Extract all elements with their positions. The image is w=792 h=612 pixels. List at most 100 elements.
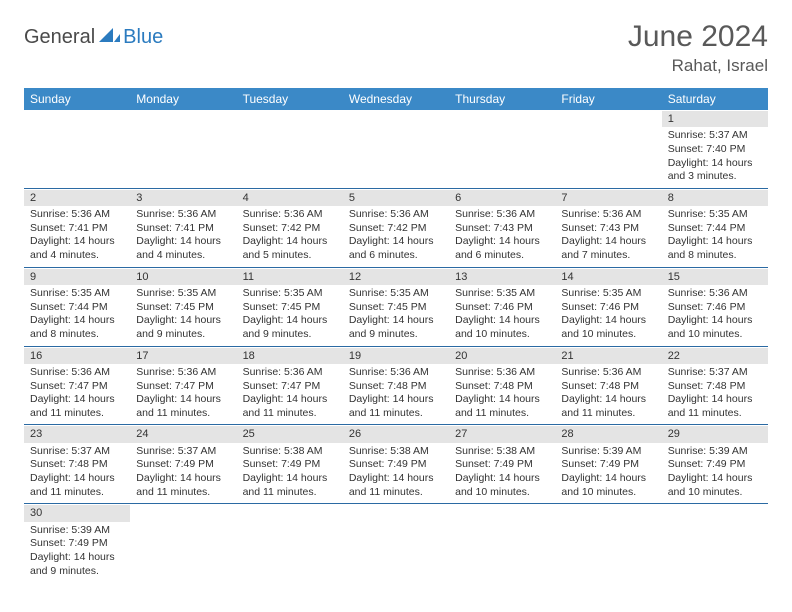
day-content: Sunrise: 5:39 AMSunset: 7:49 PMDaylight:…: [662, 443, 768, 504]
calendar-cell: [130, 110, 236, 188]
day-content: Sunrise: 5:36 AMSunset: 7:47 PMDaylight:…: [237, 364, 343, 425]
sunrise-line: Sunrise: 5:36 AM: [136, 366, 230, 380]
sunrise-line: Sunrise: 5:36 AM: [30, 366, 124, 380]
sunset-line: Sunset: 7:49 PM: [668, 458, 762, 472]
day-content: Sunrise: 5:39 AMSunset: 7:49 PMDaylight:…: [24, 522, 130, 583]
calendar-row: 23Sunrise: 5:37 AMSunset: 7:48 PMDayligh…: [24, 425, 768, 504]
day-number: 12: [343, 268, 449, 285]
calendar-cell: 29Sunrise: 5:39 AMSunset: 7:49 PMDayligh…: [662, 425, 768, 504]
calendar-cell: 14Sunrise: 5:35 AMSunset: 7:46 PMDayligh…: [555, 267, 661, 346]
weekday-header: Wednesday: [343, 88, 449, 110]
weekday-header: Thursday: [449, 88, 555, 110]
sunset-line: Sunset: 7:42 PM: [243, 222, 337, 236]
sunrise-line: Sunrise: 5:36 AM: [455, 366, 549, 380]
calendar-cell: 1Sunrise: 5:37 AMSunset: 7:40 PMDaylight…: [662, 110, 768, 188]
daylight-line: Daylight: 14 hours and 11 minutes.: [668, 393, 762, 420]
sunset-line: Sunset: 7:48 PM: [455, 380, 549, 394]
sunset-line: Sunset: 7:41 PM: [136, 222, 230, 236]
day-number: 6: [449, 189, 555, 206]
day-content: Sunrise: 5:39 AMSunset: 7:49 PMDaylight:…: [555, 443, 661, 504]
sunset-line: Sunset: 7:45 PM: [136, 301, 230, 315]
daylight-line: Daylight: 14 hours and 9 minutes.: [349, 314, 443, 341]
daylight-line: Daylight: 14 hours and 9 minutes.: [30, 551, 124, 578]
day-number: 13: [449, 268, 555, 285]
day-number: 23: [24, 425, 130, 442]
location: Rahat, Israel: [628, 56, 768, 76]
day-content: Sunrise: 5:36 AMSunset: 7:43 PMDaylight:…: [449, 206, 555, 267]
day-number: 25: [237, 425, 343, 442]
daylight-line: Daylight: 14 hours and 10 minutes.: [561, 314, 655, 341]
sunset-line: Sunset: 7:46 PM: [455, 301, 549, 315]
sunrise-line: Sunrise: 5:35 AM: [243, 287, 337, 301]
day-content: Sunrise: 5:35 AMSunset: 7:45 PMDaylight:…: [343, 285, 449, 346]
daylight-line: Daylight: 14 hours and 3 minutes.: [668, 157, 762, 184]
calendar-cell: 4Sunrise: 5:36 AMSunset: 7:42 PMDaylight…: [237, 188, 343, 267]
day-content: Sunrise: 5:37 AMSunset: 7:49 PMDaylight:…: [130, 443, 236, 504]
day-number: 2: [24, 189, 130, 206]
sunrise-line: Sunrise: 5:36 AM: [455, 208, 549, 222]
sunrise-line: Sunrise: 5:38 AM: [243, 445, 337, 459]
daylight-line: Daylight: 14 hours and 11 minutes.: [243, 393, 337, 420]
calendar-cell: 13Sunrise: 5:35 AMSunset: 7:46 PMDayligh…: [449, 267, 555, 346]
sunset-line: Sunset: 7:48 PM: [668, 380, 762, 394]
calendar-cell: 25Sunrise: 5:38 AMSunset: 7:49 PMDayligh…: [237, 425, 343, 504]
sunset-line: Sunset: 7:42 PM: [349, 222, 443, 236]
calendar-cell: 23Sunrise: 5:37 AMSunset: 7:48 PMDayligh…: [24, 425, 130, 504]
weekday-header: Saturday: [662, 88, 768, 110]
sunset-line: Sunset: 7:43 PM: [561, 222, 655, 236]
day-content: Sunrise: 5:36 AMSunset: 7:42 PMDaylight:…: [237, 206, 343, 267]
daylight-line: Daylight: 14 hours and 4 minutes.: [136, 235, 230, 262]
sunrise-line: Sunrise: 5:36 AM: [136, 208, 230, 222]
sunset-line: Sunset: 7:44 PM: [668, 222, 762, 236]
daylight-line: Daylight: 14 hours and 8 minutes.: [668, 235, 762, 262]
sunrise-line: Sunrise: 5:36 AM: [561, 208, 655, 222]
calendar-cell: 18Sunrise: 5:36 AMSunset: 7:47 PMDayligh…: [237, 346, 343, 425]
sunset-line: Sunset: 7:48 PM: [561, 380, 655, 394]
daylight-line: Daylight: 14 hours and 11 minutes.: [243, 472, 337, 499]
sunset-line: Sunset: 7:47 PM: [136, 380, 230, 394]
day-content: Sunrise: 5:36 AMSunset: 7:48 PMDaylight:…: [555, 364, 661, 425]
calendar-cell: 27Sunrise: 5:38 AMSunset: 7:49 PMDayligh…: [449, 425, 555, 504]
day-content: Sunrise: 5:36 AMSunset: 7:47 PMDaylight:…: [130, 364, 236, 425]
header: General Blue June 2024 Rahat, Israel: [24, 20, 768, 76]
sunset-line: Sunset: 7:49 PM: [455, 458, 549, 472]
calendar-cell: [24, 110, 130, 188]
daylight-line: Daylight: 14 hours and 11 minutes.: [30, 393, 124, 420]
sunset-line: Sunset: 7:45 PM: [349, 301, 443, 315]
calendar-cell: [237, 110, 343, 188]
daylight-line: Daylight: 14 hours and 6 minutes.: [455, 235, 549, 262]
sunset-line: Sunset: 7:48 PM: [349, 380, 443, 394]
calendar-head: SundayMondayTuesdayWednesdayThursdayFrid…: [24, 88, 768, 110]
logo: General Blue: [24, 20, 163, 49]
sunset-line: Sunset: 7:45 PM: [243, 301, 337, 315]
sunset-line: Sunset: 7:47 PM: [30, 380, 124, 394]
calendar-cell: 11Sunrise: 5:35 AMSunset: 7:45 PMDayligh…: [237, 267, 343, 346]
daylight-line: Daylight: 14 hours and 8 minutes.: [30, 314, 124, 341]
day-content: Sunrise: 5:35 AMSunset: 7:46 PMDaylight:…: [449, 285, 555, 346]
calendar-cell: 19Sunrise: 5:36 AMSunset: 7:48 PMDayligh…: [343, 346, 449, 425]
calendar-cell: 24Sunrise: 5:37 AMSunset: 7:49 PMDayligh…: [130, 425, 236, 504]
day-content: Sunrise: 5:36 AMSunset: 7:46 PMDaylight:…: [662, 285, 768, 346]
calendar-cell: 2Sunrise: 5:36 AMSunset: 7:41 PMDaylight…: [24, 188, 130, 267]
daylight-line: Daylight: 14 hours and 11 minutes.: [561, 393, 655, 420]
sunrise-line: Sunrise: 5:35 AM: [136, 287, 230, 301]
weekday-header: Tuesday: [237, 88, 343, 110]
logo-sail-icon: [99, 26, 121, 49]
calendar-cell: 16Sunrise: 5:36 AMSunset: 7:47 PMDayligh…: [24, 346, 130, 425]
calendar-row: 1Sunrise: 5:37 AMSunset: 7:40 PMDaylight…: [24, 110, 768, 188]
calendar-cell: [343, 110, 449, 188]
day-number: 15: [662, 268, 768, 285]
logo-text-blue: Blue: [123, 26, 163, 49]
calendar-cell: [343, 504, 449, 582]
calendar-cell: 9Sunrise: 5:35 AMSunset: 7:44 PMDaylight…: [24, 267, 130, 346]
daylight-line: Daylight: 14 hours and 10 minutes.: [668, 314, 762, 341]
daylight-line: Daylight: 14 hours and 11 minutes.: [349, 472, 443, 499]
sunrise-line: Sunrise: 5:36 AM: [243, 208, 337, 222]
calendar-table: SundayMondayTuesdayWednesdayThursdayFrid…: [24, 88, 768, 582]
calendar-cell: [555, 504, 661, 582]
day-content: Sunrise: 5:35 AMSunset: 7:46 PMDaylight:…: [555, 285, 661, 346]
sunrise-line: Sunrise: 5:35 AM: [668, 208, 762, 222]
sunrise-line: Sunrise: 5:37 AM: [668, 129, 762, 143]
daylight-line: Daylight: 14 hours and 10 minutes.: [668, 472, 762, 499]
daylight-line: Daylight: 14 hours and 10 minutes.: [561, 472, 655, 499]
